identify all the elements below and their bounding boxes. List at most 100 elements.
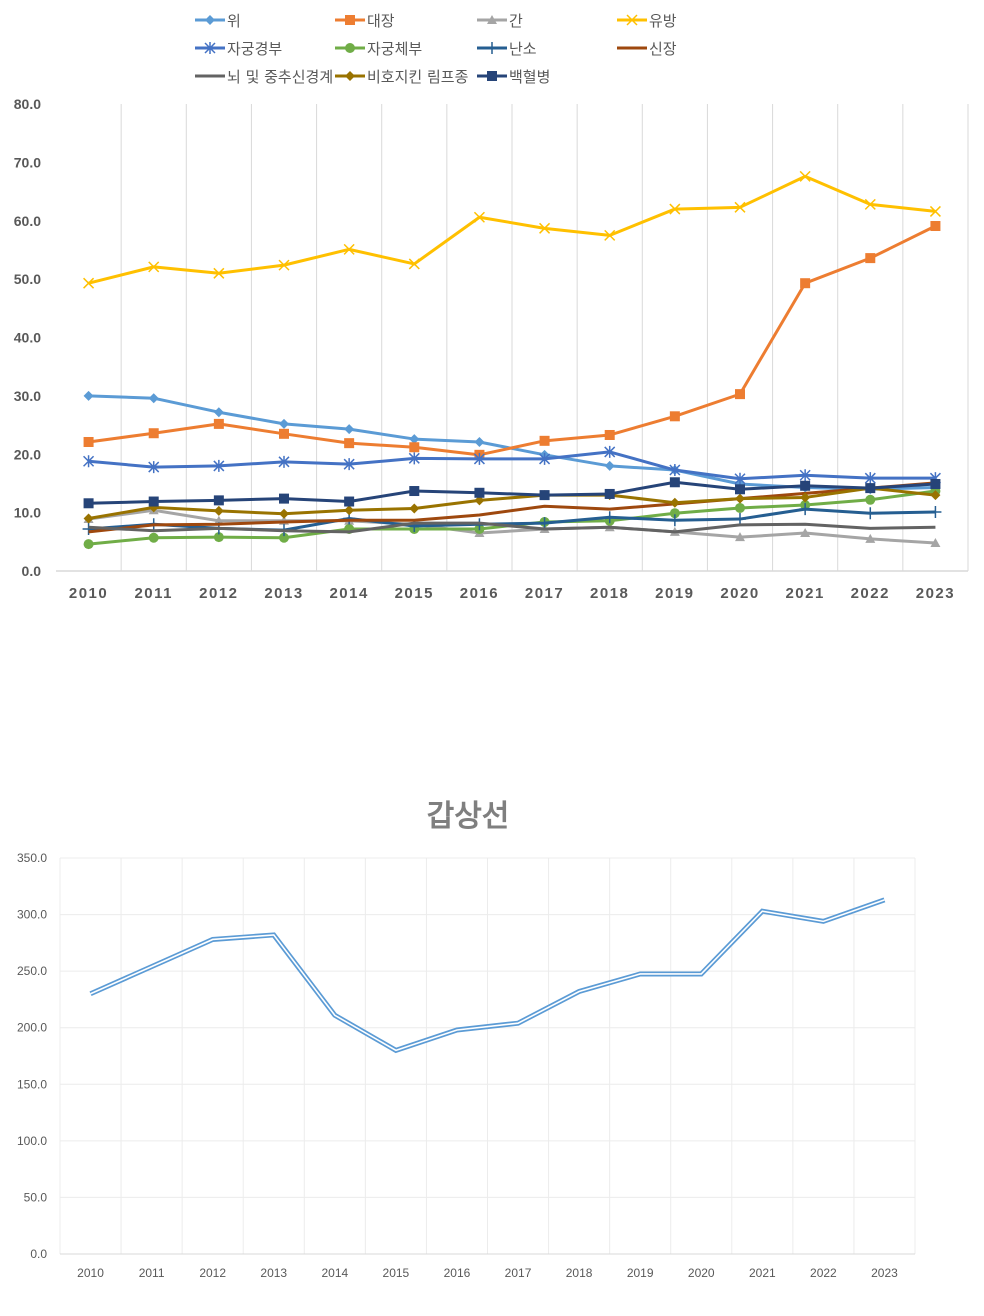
data-point [735,532,745,542]
y-tick-label: 60.0 [14,213,41,229]
series-4 [83,170,941,289]
data-point [735,502,745,513]
legend-item: 간 [477,12,523,30]
data-point [800,278,811,289]
data-point [213,532,224,543]
y-tick-label: 350.0 [17,851,47,865]
legend-label: 위 [227,12,241,30]
series-line [88,481,936,534]
data-point [669,477,680,488]
legend-item: 난소 [477,40,537,58]
legend-item: 신장 [617,40,677,58]
legend-item: 대장 [335,12,395,30]
y-tick-label: 10.0 [14,505,41,521]
data-point [148,393,159,404]
y-tick-label: 200.0 [17,1021,47,1035]
legend-label: 유방 [649,12,677,30]
data-point [865,483,876,494]
data-point [604,429,615,440]
data-point [604,445,616,458]
x-tick-label: 2015 [383,1266,410,1280]
series-line [88,224,937,457]
data-point [929,506,942,519]
x-tick-label: 2011 [139,1266,165,1280]
data-point [865,494,876,505]
x-tick-label: 2015 [395,585,434,602]
x-tick-label: 2012 [199,1266,226,1280]
data-point [668,514,681,527]
series-thyroid [89,897,886,1054]
data-point [735,389,745,400]
data-point [213,267,225,279]
data-point [930,479,941,490]
data-point [604,460,615,471]
y-tick-label: 100.0 [17,1134,47,1148]
data-point [734,201,746,213]
data-point [669,508,680,519]
x-tick-label: 2016 [460,585,499,602]
legend-marker [345,15,355,25]
y-tick-label: 30.0 [14,388,41,404]
x-tick-label: 2011 [134,585,173,602]
data-point [278,455,290,468]
data-point [473,452,485,465]
series-line [88,174,936,285]
data-point [669,497,680,508]
legend-item: 자궁경부 [195,40,282,58]
data-point [83,498,94,509]
x-tick-label: 2023 [916,585,955,602]
data-point [279,493,289,504]
data-point [474,495,485,506]
data-point [409,503,420,514]
y-tick-label: 0.0 [22,563,42,579]
x-tick-label: 2013 [260,1266,287,1280]
data-point [864,472,876,485]
y-tick-label: 80.0 [14,96,41,112]
data-point [799,503,812,516]
data-point [929,205,941,217]
data-point [539,490,550,501]
data-point [148,496,159,507]
legend-label: 자궁경부 [227,40,282,58]
data-point [409,434,420,445]
y-tick-label: 250.0 [17,964,47,978]
data-point [864,507,877,520]
data-point [83,390,94,401]
data-point [408,258,420,270]
data-point [343,243,355,255]
data-point [279,532,289,543]
y-tick-label: 40.0 [14,330,41,346]
x-tick-label: 2018 [590,585,629,602]
legend-item: 유방 [617,12,677,30]
legend-marker [204,42,216,54]
legend-marker [205,15,215,25]
data-point [539,435,550,446]
x-tick-label: 2019 [655,585,694,602]
chart-title: 갑상선 [427,799,510,834]
x-tick-label: 2016 [444,1266,471,1280]
data-point [83,539,94,550]
y-tick-label: 70.0 [14,154,41,170]
legend-item: 위 [195,12,241,30]
data-point [800,492,811,503]
legend-label: 난소 [509,40,537,58]
data-point [409,442,420,453]
data-point [213,418,224,429]
legend-marker [487,15,497,24]
data-point [474,436,485,447]
x-tick-label: 2010 [77,1266,104,1280]
data-point [735,493,745,504]
data-point [930,490,941,501]
data-point [800,480,811,491]
cancer-incidence-line-chart: 0.0 10.0 20.0 30.0 40.0 50.0 60.0 70.0 80.0 2010 2… [14,12,969,602]
data-point [213,515,224,525]
data-point [734,472,746,485]
data-point [148,261,160,273]
x-tick-label: 2023 [871,1266,898,1280]
data-point [343,458,355,471]
legend-item: 백혈병 [477,68,550,86]
legend-label: 자궁체부 [367,40,422,58]
legend-marker [626,14,638,26]
data-point [604,229,616,241]
